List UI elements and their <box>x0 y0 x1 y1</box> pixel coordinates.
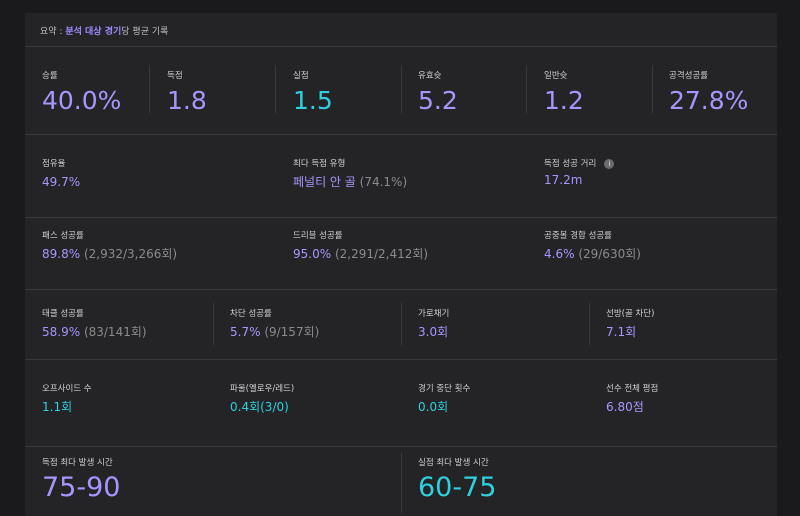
stat-label: 득점 <box>167 71 183 81</box>
stat-value: 페널티 안 골 <box>293 175 356 189</box>
stat-value: 1.2 <box>544 86 584 115</box>
stat-detail: (83/141회) <box>80 325 147 339</box>
divider <box>401 65 402 113</box>
stat-dribble-success: 드리블 성공률 95.0% (2,291/2,412회) <box>293 229 428 262</box>
stat-goal-distance: 득점 성공 거리 i 17.2m <box>544 157 615 188</box>
stat-label: 경기 중단 횟수 <box>418 384 471 394</box>
divider <box>25 446 777 447</box>
stat-value: 0.4회(3/0) <box>230 400 289 414</box>
stats-card: 요약 : 분석 대상 경기당 평균 기록 승률 40.0% 득점 1.8 실점 … <box>25 13 777 516</box>
stat-value: 58.9% <box>42 325 81 339</box>
stat-label: 공중볼 경합 성공률 <box>544 231 612 241</box>
summary-separator: : <box>56 27 66 37</box>
divider <box>652 65 653 113</box>
stat-peak-scoring-time: 득점 최다 발생 시간 75-90 <box>42 456 120 504</box>
stat-label: 득점 성공 거리 <box>544 159 597 169</box>
stat-stoppages: 경기 중단 횟수 0.0회 <box>418 382 470 415</box>
stat-value: 5.2 <box>418 86 458 115</box>
stat-label: 유효슛 <box>418 71 442 81</box>
stat-value: 17.2m <box>544 173 583 187</box>
divider <box>149 65 150 113</box>
stat-attack-success: 공격성공률 27.8% <box>669 69 748 116</box>
stat-label: 실점 <box>293 71 309 81</box>
divider <box>25 46 777 47</box>
stat-normal-shots: 일반슛 1.2 <box>544 69 584 116</box>
stat-value: 60-75 <box>418 472 497 503</box>
stat-value: 75-90 <box>42 472 121 503</box>
divider <box>25 289 777 290</box>
divider <box>401 303 402 345</box>
summary-prefix: 요약 <box>40 27 57 37</box>
stat-fouls: 파울(옐로우/레드) 0.4회(3/0) <box>230 382 294 415</box>
stat-interceptions: 가로채기 3.0회 <box>418 307 449 340</box>
stat-label: 일반슛 <box>544 71 568 81</box>
stat-block-success: 차단 성공률 5.7% (9/157회) <box>230 307 319 340</box>
stat-peak-conceding-time: 실점 최다 발생 시간 60-75 <box>418 456 496 504</box>
stat-player-rating: 선수 전체 평점 6.80점 <box>606 382 658 415</box>
stat-detail: (9/157회) <box>260 325 320 339</box>
stat-label: 공격성공률 <box>669 71 709 81</box>
stat-conceded: 실점 1.5 <box>293 69 333 116</box>
stat-aerial-success: 공중볼 경합 성공률 4.6% (29/630회) <box>544 229 641 262</box>
stat-label: 태클 성공률 <box>42 309 84 319</box>
stat-tackle-success: 태클 성공률 58.9% (83/141회) <box>42 307 147 340</box>
stat-label: 차단 성공률 <box>230 309 272 319</box>
stat-detail: (2,291/2,412회) <box>331 247 429 261</box>
stat-value: 5.7% <box>230 325 261 339</box>
stat-label: 선수 전체 평점 <box>606 384 659 394</box>
stat-shots-on-target: 유효슛 5.2 <box>418 69 458 116</box>
stat-label: 패스 성공률 <box>42 231 84 241</box>
divider <box>589 303 590 345</box>
divider <box>25 217 777 218</box>
stat-value: 4.6% <box>544 247 575 261</box>
summary-suffix: 당 평균 기록 <box>121 27 169 37</box>
stat-value: 3.0회 <box>418 325 449 339</box>
stat-label: 승률 <box>42 71 58 81</box>
stat-label: 선방(골 차단) <box>606 309 655 319</box>
info-icon[interactable]: i <box>604 158 615 169</box>
stat-label: 점유율 <box>42 159 66 169</box>
stat-label: 오프사이드 수 <box>42 384 92 394</box>
divider <box>213 303 214 345</box>
summary-highlight: 분석 대상 경기 <box>65 27 122 37</box>
stat-saves: 선방(골 차단) 7.1회 <box>606 307 654 340</box>
stat-label: 실점 최다 발생 시간 <box>418 458 489 468</box>
stat-offsides: 오프사이드 수 1.1회 <box>42 382 92 415</box>
divider <box>275 65 276 113</box>
stat-goals: 득점 1.8 <box>167 69 207 116</box>
stat-value: 1.5 <box>293 86 333 115</box>
divider <box>25 134 777 135</box>
stat-detail: (74.1%) <box>355 175 408 189</box>
stat-label: 파울(옐로우/레드) <box>230 384 295 394</box>
stat-win-rate: 승률 40.0% <box>42 69 121 116</box>
divider <box>25 359 777 360</box>
stat-value: 7.1회 <box>606 325 637 339</box>
stat-top-goal-type: 최다 득점 유형 페널티 안 골 (74.1%) <box>293 157 407 190</box>
stat-label: 득점 최다 발생 시간 <box>42 458 113 468</box>
divider <box>401 453 402 513</box>
divider <box>526 65 527 113</box>
summary-line: 요약 : 분석 대상 경기당 평균 기록 <box>40 24 168 37</box>
stat-pass-success: 패스 성공률 89.8% (2,932/3,266회) <box>42 229 177 262</box>
stat-value: 0.0회 <box>418 400 449 414</box>
stat-detail: (29/630회) <box>574 247 641 261</box>
stat-label: 드리블 성공률 <box>293 231 343 241</box>
stat-value: 40.0% <box>42 86 122 115</box>
stat-detail: (2,932/3,266회) <box>80 247 178 261</box>
stat-value: 27.8% <box>669 86 749 115</box>
stat-value: 6.80점 <box>606 400 644 414</box>
stat-label: 가로채기 <box>418 309 450 319</box>
stat-value: 1.1회 <box>42 400 73 414</box>
stat-label: 최다 득점 유형 <box>293 159 346 169</box>
stat-possession: 점유율 49.7% <box>42 157 80 190</box>
stat-value: 1.8 <box>167 86 207 115</box>
stat-value: 49.7% <box>42 175 81 189</box>
stat-value: 95.0% <box>293 247 332 261</box>
stat-value: 89.8% <box>42 247 81 261</box>
